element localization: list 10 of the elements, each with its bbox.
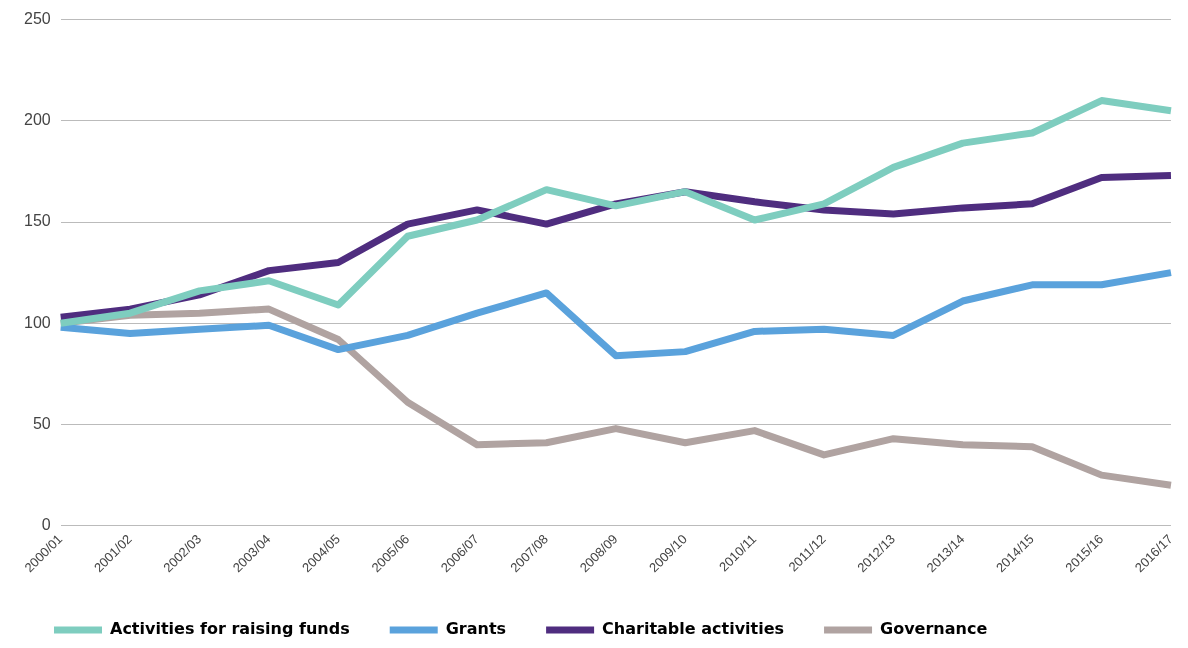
y-tick-label: 200 [23, 111, 51, 129]
legend-label: Grants [445, 619, 507, 639]
y-tick-label: 50 [32, 414, 51, 432]
y-tick-label: 150 [23, 212, 51, 230]
legend-label: Charitable activities [602, 619, 785, 639]
legend-label: Governance [880, 619, 988, 639]
legend-label: Activities for raising funds [110, 619, 350, 639]
y-tick-label: 0 [41, 516, 51, 534]
y-tick-label: 100 [23, 313, 51, 331]
y-tick-label: 250 [23, 10, 51, 28]
